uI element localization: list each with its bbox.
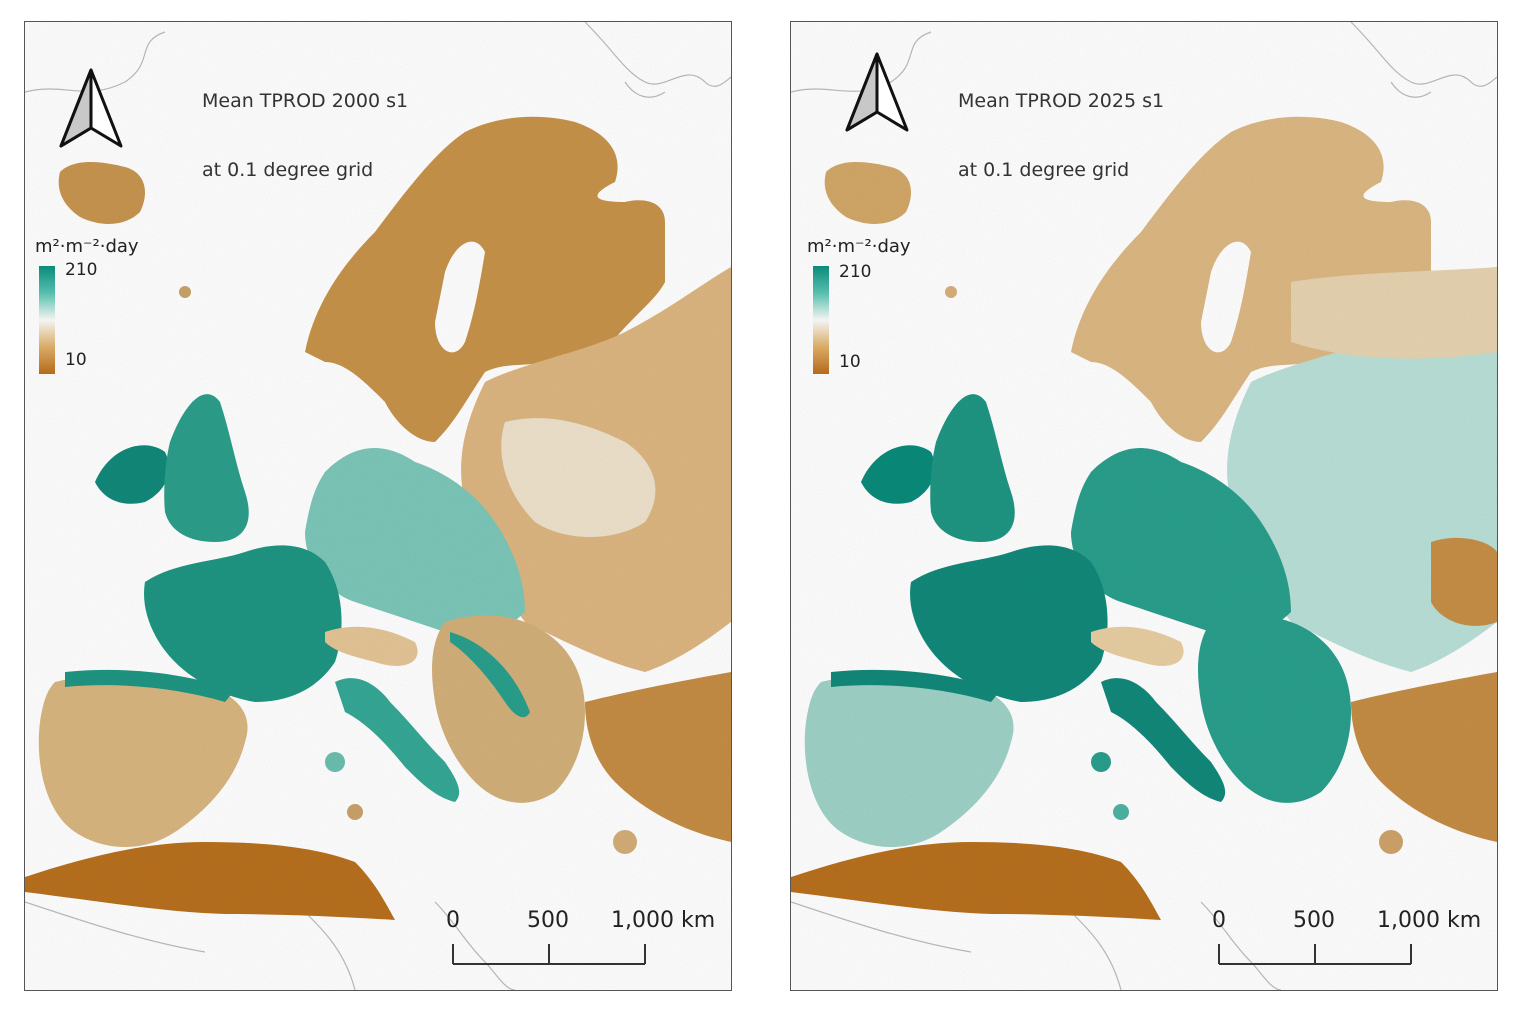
scale-label-500: 500 [1293,908,1335,933]
map-title-line1: Mean TPROD 2000 s1 [202,90,409,112]
map-title-line2: at 0.1 degree grid [958,159,1130,181]
map-title-line2: at 0.1 degree grid [202,159,374,181]
map-canvas [791,22,1497,990]
north-arrow-icon [845,52,909,132]
scale-label-1000: 1,000 km [611,908,716,933]
map-panel-2000: Mean TPROD 2000 s1 at 0.1 degree grid m²… [24,21,732,991]
legend-colorbar [813,266,829,374]
map-title: Mean TPROD 2000 s1 at 0.1 degree grid [202,44,408,228]
legend-max-label: 210 [839,262,872,282]
legend-unit: m²·m⁻²·day [35,236,139,257]
north-arrow-icon [59,68,123,148]
scale-label-500: 500 [527,908,569,933]
scale-bar [452,944,646,965]
legend-max-label: 210 [65,260,98,280]
scale-label-0: 0 [1212,908,1226,933]
legend-colorbar [39,266,55,374]
map-canvas [25,22,731,990]
scale-label-1000: 1,000 km [1377,908,1482,933]
map-title-line1: Mean TPROD 2025 s1 [958,90,1165,112]
map-title: Mean TPROD 2025 s1 at 0.1 degree grid [958,44,1164,228]
scale-label-0: 0 [446,908,460,933]
legend-min-label: 10 [65,350,87,370]
map-panel-2025: Mean TPROD 2025 s1 at 0.1 degree grid m²… [790,21,1498,991]
legend-unit: m²·m⁻²·day [807,236,911,257]
scale-bar [1218,944,1412,965]
legend-min-label: 10 [839,352,861,372]
